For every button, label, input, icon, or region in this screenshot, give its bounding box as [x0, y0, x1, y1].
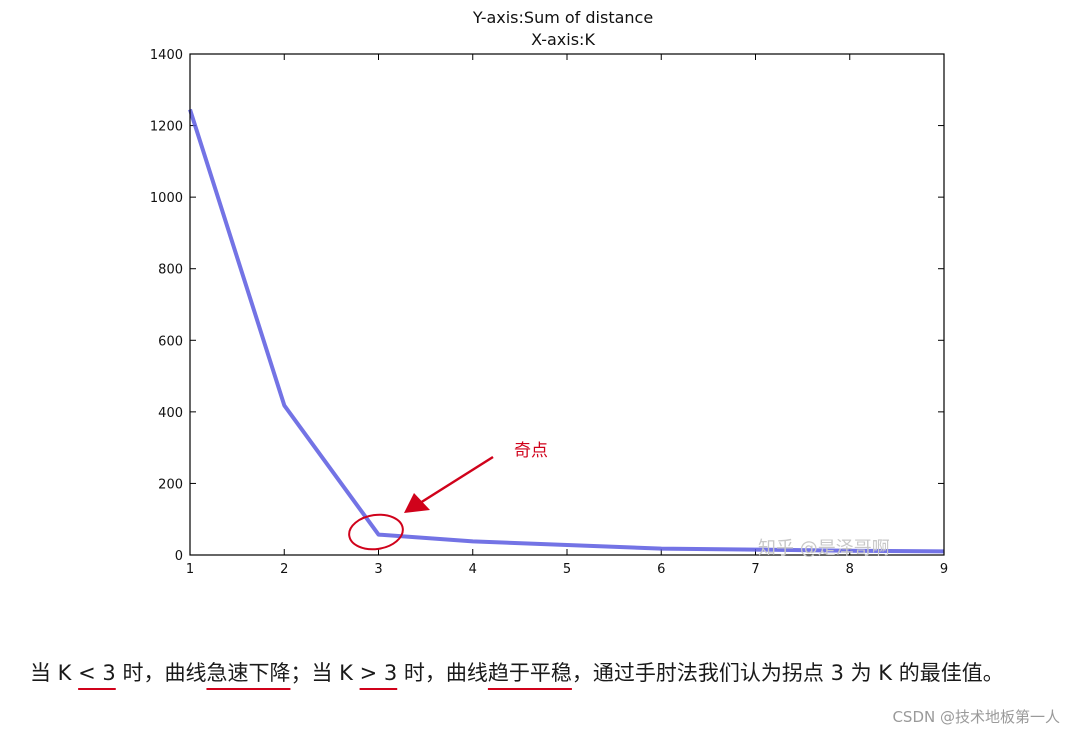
x-tick-label: 6	[657, 562, 665, 577]
chart-title-line-1: Y-axis:Sum of distance	[472, 8, 653, 27]
x-tick-label: 2	[280, 562, 288, 577]
y-tick-label: 0	[175, 549, 183, 564]
y-tick-label: 1000	[150, 191, 183, 206]
caption-underlined-part: 趋于平稳	[487, 661, 572, 685]
annotation-arrow-shaft	[419, 455, 494, 505]
x-tick-label: 3	[374, 562, 382, 577]
plot-lines	[188, 108, 945, 554]
data-point	[377, 533, 380, 536]
data-point	[471, 540, 474, 543]
caption-part: 时，曲线	[115, 661, 207, 685]
axis-ticks: 1 2 3 4 5 6 7 8 9 0 200 400 600 800 1000 1200 1400	[150, 48, 948, 577]
caption-part: 当 K	[30, 661, 79, 685]
y-tick-label: 1400	[150, 48, 183, 63]
data-point	[566, 543, 569, 546]
caption-part: ；当 K	[290, 661, 360, 685]
data-point	[283, 404, 286, 407]
annotation-label: 奇点	[514, 441, 548, 461]
y-tick-label: 600	[158, 334, 183, 349]
caption-underlined-part: 急速下降	[206, 661, 291, 685]
footer-credit: CSDN @技术地板第一人	[892, 708, 1060, 726]
data-point	[754, 548, 757, 551]
watermark: 知乎 @是泽哥啊	[758, 538, 890, 559]
singular-point-circle	[348, 513, 404, 551]
x-tick-label: 8	[846, 562, 854, 577]
y-tick-label: 200	[158, 477, 183, 492]
caption-part: ，通过手肘法我们认为拐点 3 为 K 的最佳值。	[571, 661, 1004, 685]
caption-underlined-part: > 3	[359, 661, 398, 685]
y-tick-label: 800	[158, 263, 183, 278]
chart-title-line-2: X-axis:K	[531, 30, 595, 49]
annotation-arrow-head	[404, 493, 430, 513]
plot-area-frame	[189, 53, 945, 556]
x-tick-label: 1	[186, 562, 194, 577]
x-tick-label: 7	[751, 562, 759, 577]
x-tick-label: 9	[940, 562, 948, 577]
caption-part: 时，曲线	[397, 661, 488, 685]
x-tick-label: 4	[469, 562, 477, 577]
caption-underlined-part: < 3	[78, 661, 116, 685]
y-tick-label: 1200	[150, 120, 183, 135]
series-line	[188, 108, 945, 554]
caption-paragraph: 当 K < 3 时，曲线急速下降；当 K > 3 时，曲线趋于平稳，通过手肘法我…	[30, 656, 1060, 691]
x-tick-label: 5	[563, 562, 571, 577]
y-tick-label: 400	[158, 406, 183, 421]
elbow-line-chart: Y-axis:Sum of distance X-axis:K 1 2 3 4 5 6 7 8…	[150, 8, 948, 577]
data-point	[660, 547, 663, 550]
